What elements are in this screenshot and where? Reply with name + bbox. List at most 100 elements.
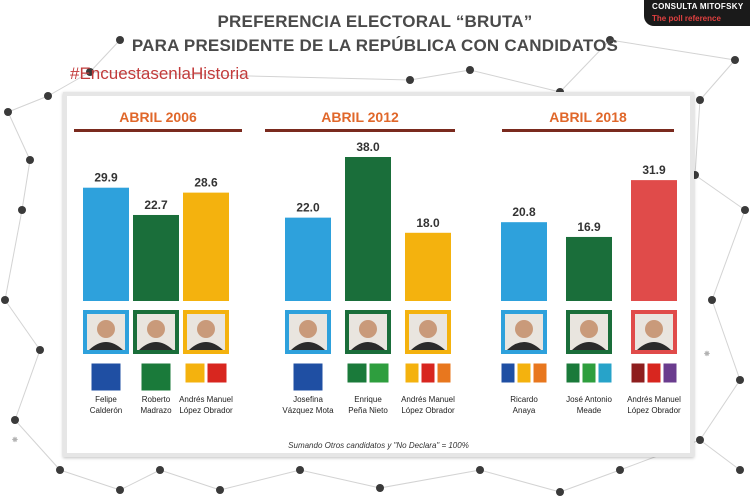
bar — [183, 192, 229, 301]
party-logo-icon — [532, 362, 548, 384]
brand-name: CONSULTA MITOFSKY — [652, 2, 744, 11]
bar — [566, 236, 612, 301]
party-logo-icon — [662, 362, 678, 384]
candidate-name: Peña Nieto — [348, 406, 388, 415]
network-line — [47, 71, 91, 97]
network-line — [699, 439, 741, 471]
network-line — [609, 39, 736, 61]
network-node — [11, 416, 19, 424]
network-node — [18, 206, 26, 214]
candidate-name: Calderón — [90, 406, 122, 415]
candidate-name: José Antonio — [566, 395, 612, 404]
candidate-face — [299, 320, 317, 338]
candidate-name: Andrés Manuel — [627, 395, 681, 404]
network-node — [36, 346, 44, 354]
network-node — [741, 206, 749, 214]
network-node — [476, 466, 484, 474]
network-line — [89, 71, 411, 81]
network-node — [86, 68, 94, 76]
network-line — [559, 39, 611, 93]
network-node — [4, 108, 12, 116]
candidate-suit — [139, 342, 173, 350]
network-node — [216, 486, 224, 494]
data-label: 29.9 — [94, 171, 118, 185]
chart-title: ABRIL 2006 — [119, 109, 197, 125]
network-line — [4, 299, 41, 351]
network-node — [606, 36, 614, 44]
network-line — [14, 419, 61, 471]
brand-tagline: The poll reference — [652, 14, 721, 23]
network-line — [119, 469, 161, 491]
network-node — [406, 76, 414, 84]
network-line — [699, 59, 736, 101]
party-logo-icon — [597, 362, 613, 384]
brand-logo: CONSULTA MITOFSKY The poll reference — [644, 0, 750, 26]
party-logo-icon — [404, 362, 420, 384]
data-label: 20.8 — [512, 205, 536, 219]
network-line — [159, 469, 221, 491]
candidate-name: Andrés Manuel — [179, 395, 233, 404]
network-node — [696, 96, 704, 104]
title-line-2: PARA PRESIDENTE DE LA REPÚBLICA CON CAND… — [131, 36, 619, 55]
party-logo-icon — [630, 362, 646, 384]
network-line — [699, 379, 741, 441]
candidate-name: Madrazo — [140, 406, 172, 415]
candidate-suit — [572, 342, 606, 350]
candidate-name: López Obrador — [401, 406, 455, 415]
chart-title: ABRIL 2018 — [549, 109, 627, 125]
bar — [345, 157, 391, 301]
network-line — [469, 69, 561, 93]
network-line — [711, 209, 746, 301]
network-line — [59, 469, 121, 491]
network-line — [21, 159, 31, 211]
candidate-face — [97, 320, 115, 338]
watermark-left: ❋ — [12, 437, 18, 444]
candidate-face — [645, 320, 663, 338]
candidate-name: Roberto — [142, 395, 171, 404]
chart-title: ABRIL 2012 — [321, 109, 399, 125]
party-logo-icon — [516, 362, 532, 384]
network-node — [1, 296, 9, 304]
party-logo-icon — [565, 362, 581, 384]
network-line — [379, 469, 481, 489]
party-logo-icon — [581, 362, 597, 384]
candidate-name: Enrique — [354, 395, 382, 404]
bar — [133, 214, 179, 301]
data-label: 31.9 — [642, 163, 666, 177]
candidate-name: Andrés Manuel — [401, 395, 455, 404]
party-logo-icon — [420, 362, 436, 384]
data-label: 16.9 — [577, 220, 601, 234]
bar — [501, 222, 547, 301]
network-line — [711, 299, 741, 381]
data-label: 38.0 — [356, 140, 380, 154]
candidate-name: Josefina — [293, 395, 323, 404]
network-line — [14, 349, 41, 421]
network-line — [694, 174, 746, 211]
bar — [83, 187, 129, 301]
candidate-suit — [189, 342, 223, 350]
candidate-face — [419, 320, 437, 338]
network-node — [731, 56, 739, 64]
party-logo-icon — [292, 362, 324, 392]
party-logo-icon — [436, 362, 452, 384]
party-logo-icon — [206, 362, 228, 384]
network-line — [7, 95, 49, 113]
network-line — [219, 469, 301, 491]
network-node — [696, 436, 704, 444]
party-logo-icon — [646, 362, 662, 384]
network-node — [736, 466, 744, 474]
network-line — [4, 209, 23, 301]
network-node — [56, 466, 64, 474]
network-line — [694, 99, 701, 176]
network-node — [556, 488, 564, 496]
candidate-name: Ricardo — [510, 395, 538, 404]
network-node — [116, 486, 124, 494]
bar — [285, 217, 331, 301]
candidate-name: Meade — [577, 406, 602, 415]
network-line — [479, 469, 561, 493]
network-line — [559, 469, 621, 493]
party-logo-icon — [140, 362, 172, 392]
candidate-face — [515, 320, 533, 338]
network-line — [89, 39, 121, 73]
